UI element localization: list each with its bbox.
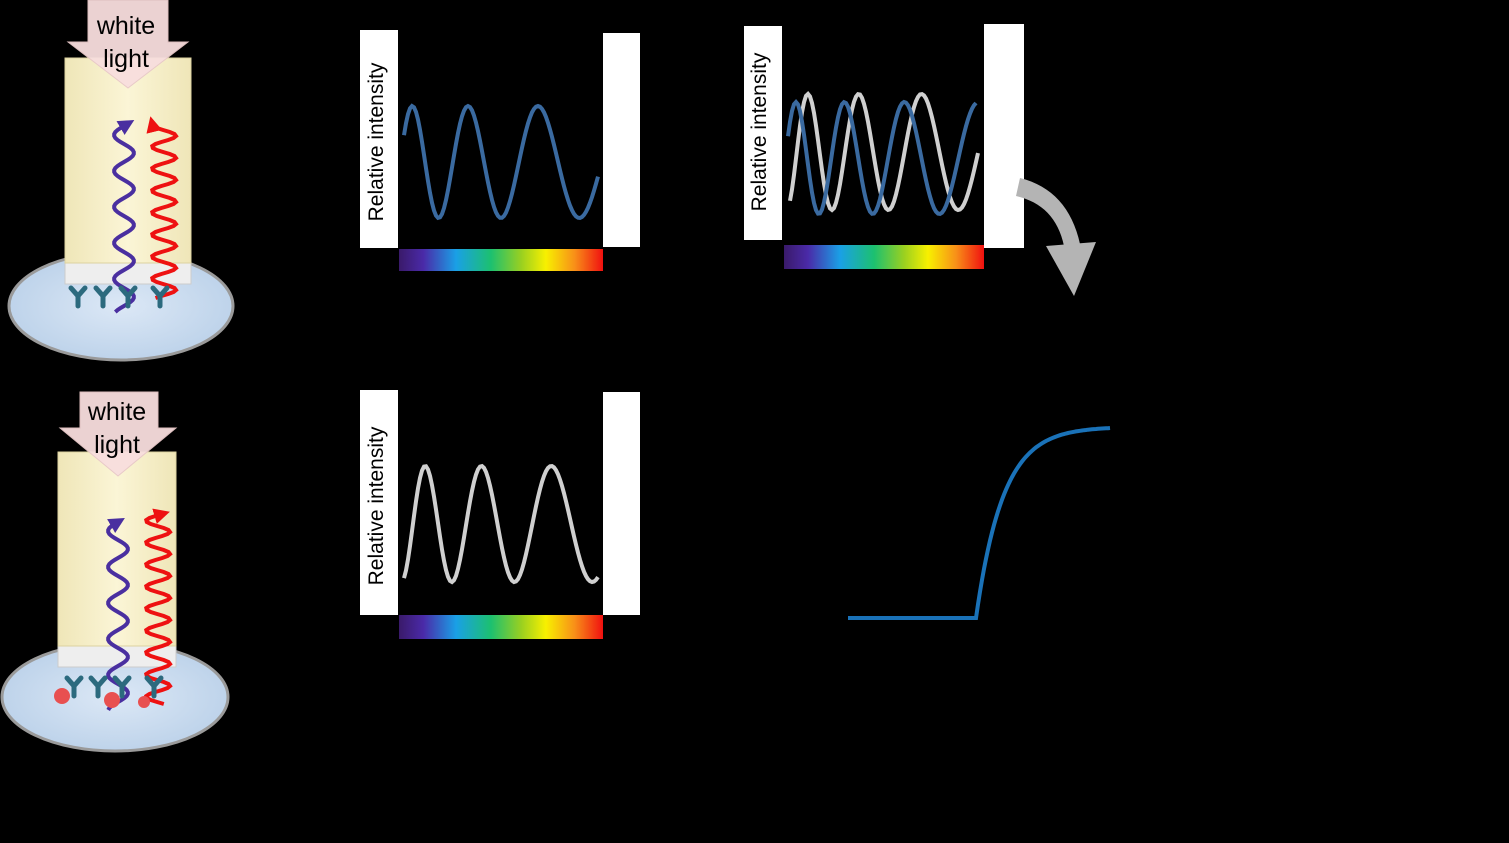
curved-arrow-icon xyxy=(1016,178,1096,296)
antibody-icon xyxy=(68,285,88,309)
binding-curve xyxy=(848,426,1111,620)
top-spectrum-ylabel-box xyxy=(360,30,398,248)
antibody-icon xyxy=(93,285,113,309)
shift-spectrum-ylabel: Relative intensity xyxy=(748,52,771,211)
bottom-antibody-layer xyxy=(54,675,164,708)
bottom-light-label-line1: white xyxy=(87,398,146,426)
bottom-spectrum-plot: Relative intensity xyxy=(360,390,640,639)
bottom-down-arrow-icon xyxy=(58,391,178,477)
antibody-icon xyxy=(64,675,84,699)
shift-spectrum-ylabel-box xyxy=(744,26,782,240)
top-sensor: white light xyxy=(7,0,235,362)
bottom-spectrum-bar xyxy=(399,615,603,639)
top-light-label-line2: light xyxy=(103,45,149,73)
antibody-icon xyxy=(112,675,132,699)
top-spectrum-curve-blue xyxy=(402,103,600,221)
top-reflected-wave-blue xyxy=(112,119,136,314)
top-spectrum-right-box xyxy=(603,33,640,247)
binding-curve-plot xyxy=(848,426,1111,620)
shift-spectrum-plot: Relative intensity xyxy=(744,24,1024,269)
top-spectrum-ylabel: Relative intensity xyxy=(365,62,388,221)
shift-spectrum-curve-blue xyxy=(786,98,978,216)
antibody-icon xyxy=(88,675,108,699)
bottom-spectrum-ylabel-box xyxy=(360,390,398,615)
bottom-reflected-wave-red xyxy=(144,508,173,706)
top-down-arrow-icon xyxy=(66,0,190,89)
top-antibody-layer xyxy=(68,285,170,309)
bottom-spectrum-right-box xyxy=(603,392,640,615)
shift-spectrum-curve-gray xyxy=(788,91,980,213)
top-spectrum-plot: Relative intensity xyxy=(360,30,640,271)
shift-spectrum-right-box xyxy=(984,24,1024,248)
analyte-dot-icon xyxy=(104,692,120,708)
bottom-sensor: white light xyxy=(0,391,230,753)
top-reflected-wave-red xyxy=(146,116,179,300)
shift-spectrum-bar xyxy=(784,245,984,269)
analyte-dot-icon xyxy=(138,696,150,708)
top-spectrum-bar xyxy=(399,249,603,271)
antibody-icon xyxy=(118,285,138,309)
analyte-dot-icon xyxy=(54,688,70,704)
bottom-light-label-line2: light xyxy=(94,431,140,459)
antibody-icon xyxy=(144,675,164,699)
bottom-spectrum-ylabel: Relative intensity xyxy=(365,426,388,585)
top-light-label-line1: white xyxy=(96,12,155,40)
bottom-spectrum-curve-gray xyxy=(402,463,600,585)
bottom-reflected-wave-blue xyxy=(106,517,130,711)
antibody-icon xyxy=(150,285,170,309)
